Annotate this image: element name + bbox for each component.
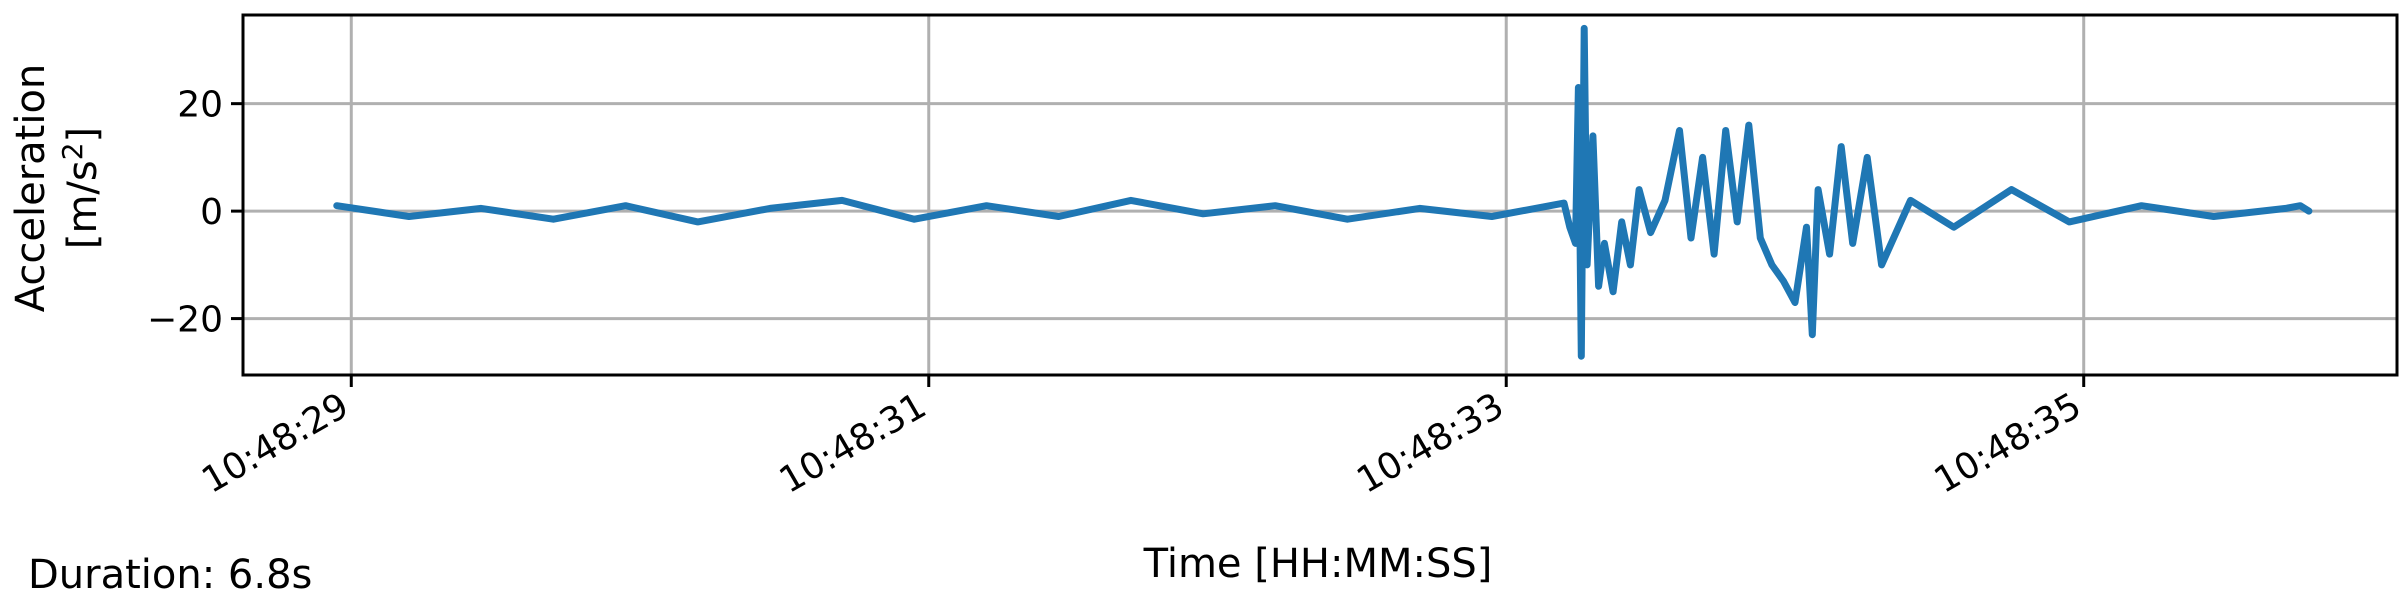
y-axis-unit-prefix: [m/s — [60, 160, 106, 249]
y-axis-label-line1: Acceleration — [8, 64, 54, 313]
x-tick-label: 10:48:35 — [1928, 385, 2089, 501]
y-axis-ticks: 20 0 −20 — [147, 85, 243, 341]
x-tick-label: 10:48:29 — [195, 385, 356, 501]
y-axis-label-line2: [m/s2] — [56, 127, 106, 249]
x-tick-label: 10:48:31 — [773, 385, 934, 501]
x-tick-label: 10:48:33 — [1350, 385, 1511, 501]
x-axis-label: Time [HH:MM:SS] — [1143, 541, 1493, 587]
x-axis-ticks: 10:48:29 10:48:31 10:48:33 10:48:35 — [195, 375, 2088, 502]
y-axis-label: Acceleration [m/s2] — [8, 64, 106, 313]
gridlines — [243, 15, 2397, 375]
y-tick-label: 0 — [200, 192, 223, 233]
y-tick-label: −20 — [147, 300, 223, 341]
plot-frame — [241, 13, 2399, 377]
y-tick-label: 20 — [177, 85, 223, 126]
duration-label: Duration: 6.8s — [28, 552, 313, 598]
series-line-acceleration — [333, 24, 2313, 360]
y-axis-unit-suffix: ] — [60, 127, 106, 143]
y-axis-unit-exponent: 2 — [56, 142, 89, 160]
